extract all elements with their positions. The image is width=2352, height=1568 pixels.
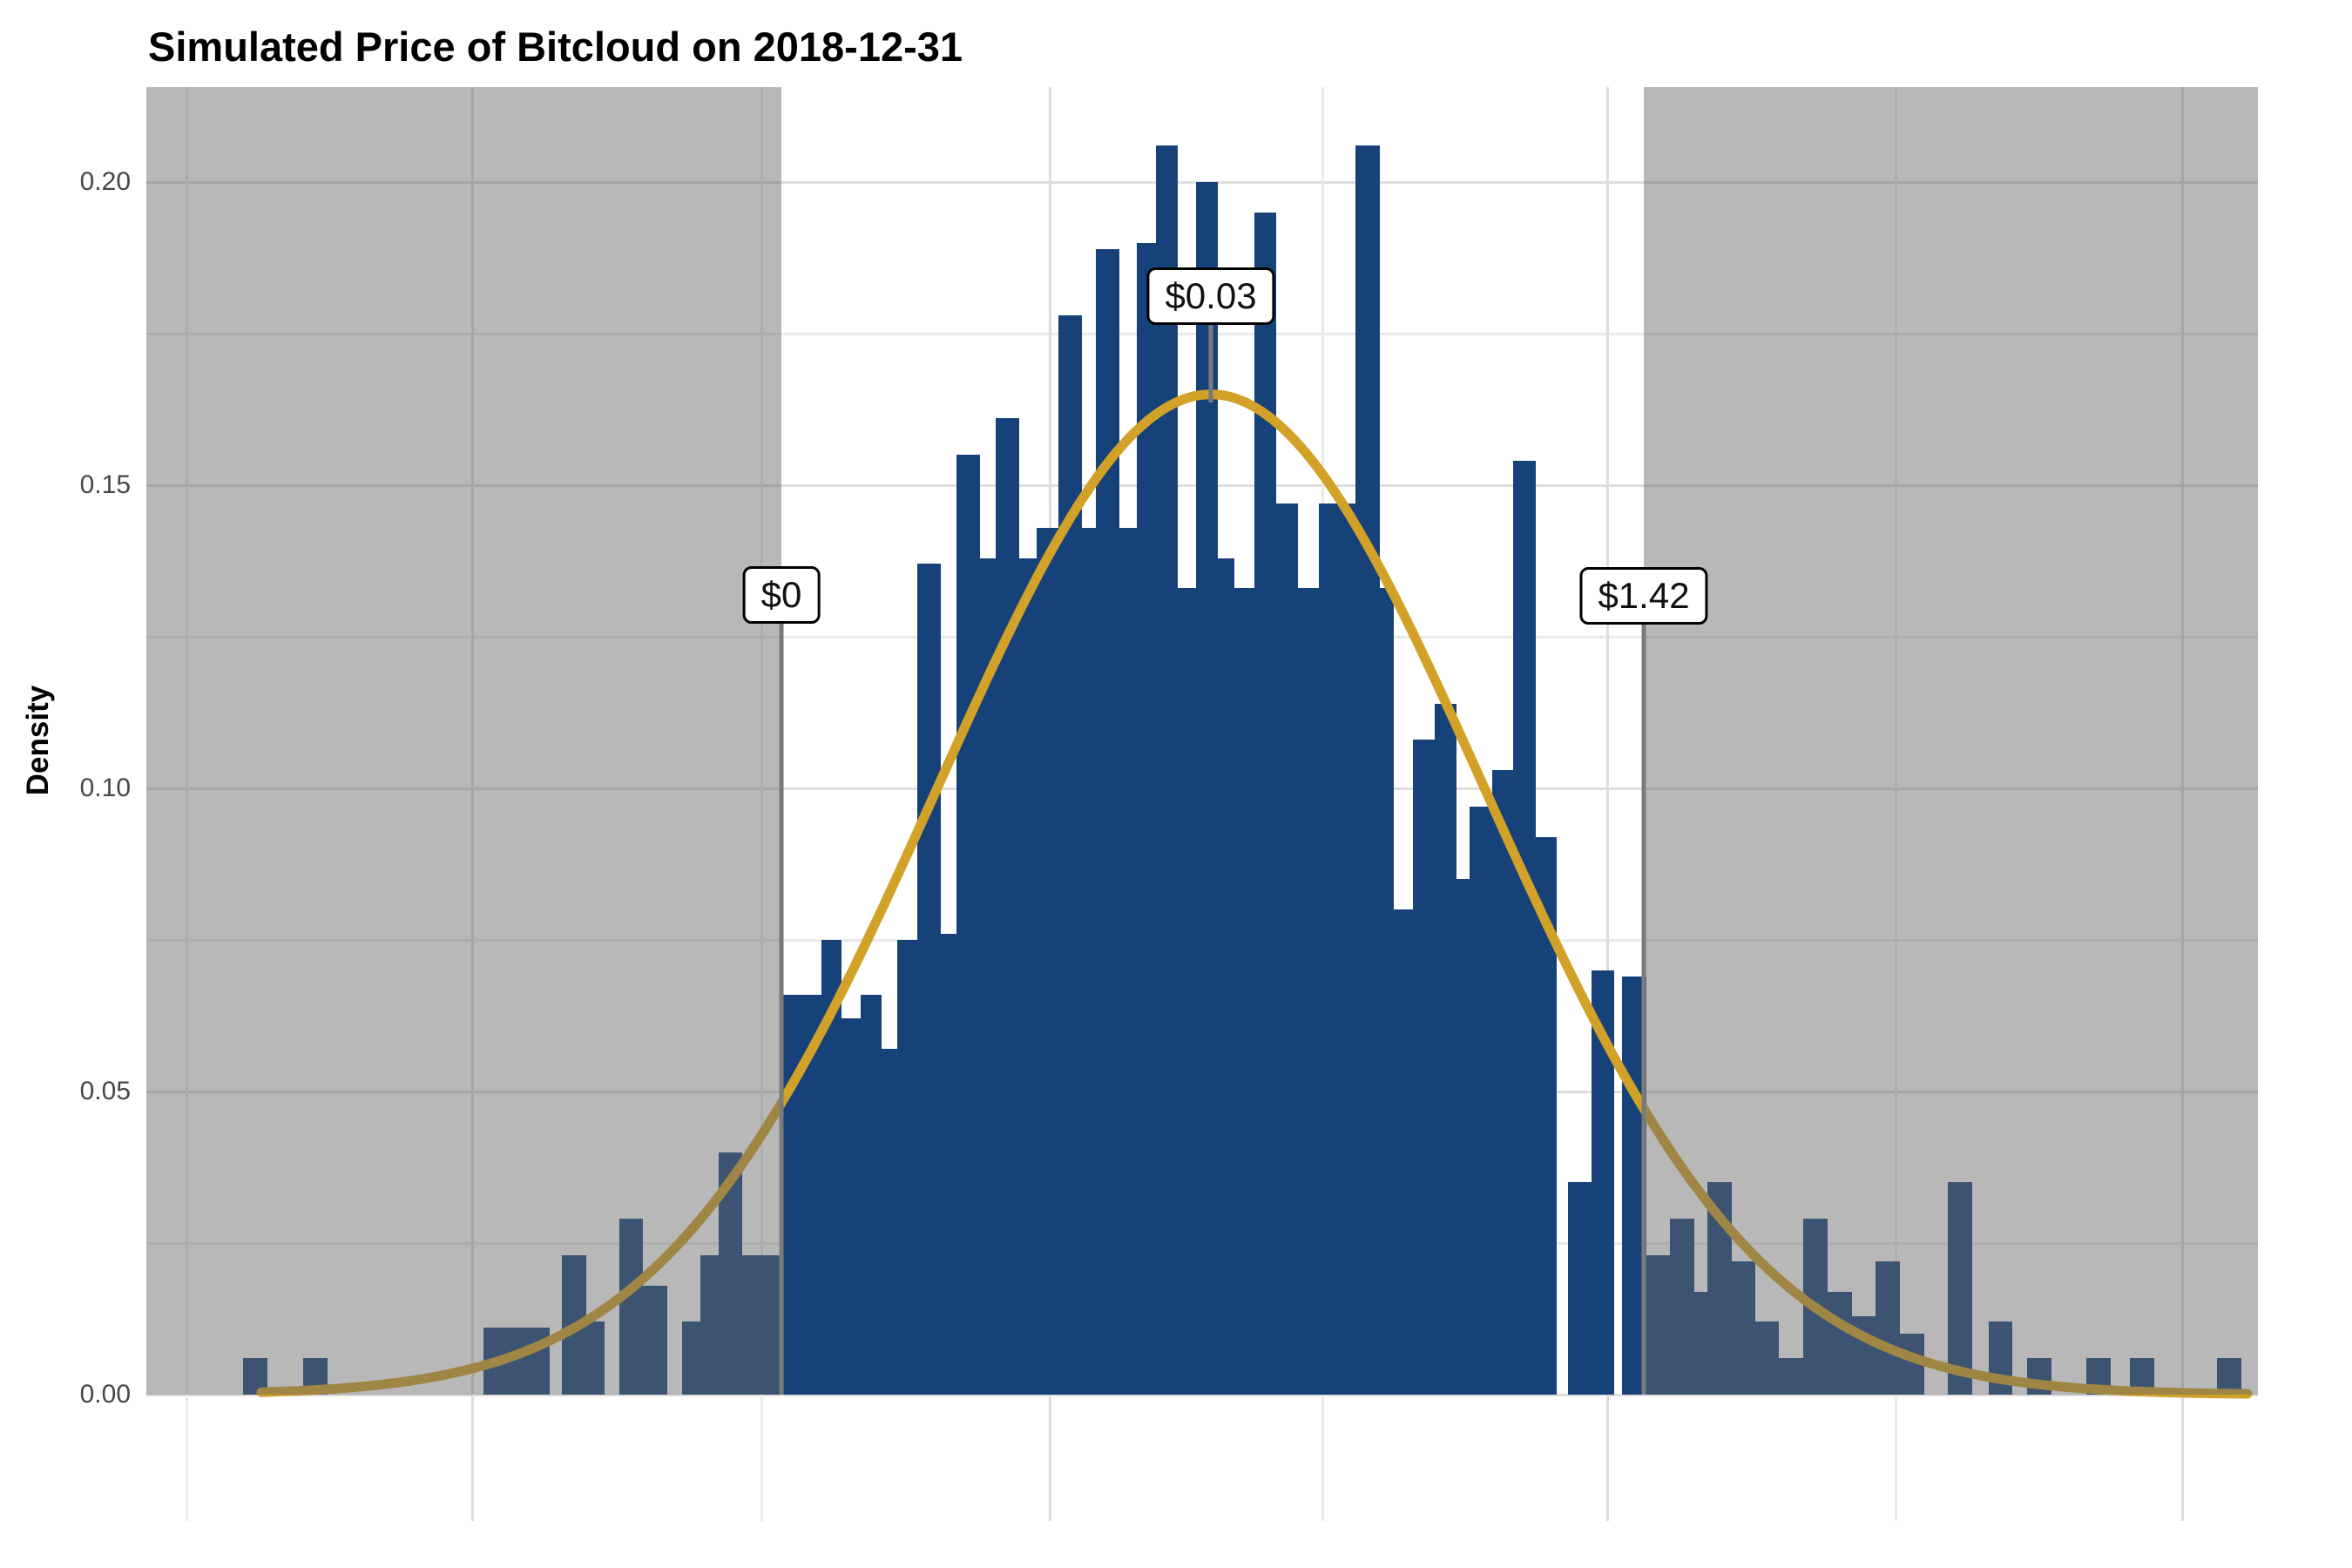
y-tick-label: 0.10	[79, 774, 131, 802]
histogram-bar	[1058, 315, 1082, 1395]
annotation-leader-line	[779, 624, 784, 1395]
y-tick-label: 0.05	[79, 1077, 131, 1105]
histogram-bar	[1276, 503, 1298, 1395]
annotation-label: $0	[742, 566, 821, 624]
histogram-bar	[941, 934, 956, 1395]
histogram-bar	[1019, 558, 1037, 1395]
y-tick-label: 0.00	[79, 1380, 131, 1409]
histogram-bar	[1513, 461, 1536, 1395]
gridline-vertical-minor	[186, 87, 188, 1521]
histogram-bar	[1394, 909, 1413, 1395]
histogram-bar	[1156, 145, 1178, 1395]
histogram-bar	[1470, 806, 1492, 1395]
histogram-bar	[1337, 503, 1355, 1395]
plot-panel: $0 $0.03 $1.42	[146, 87, 2258, 1521]
histogram-bar	[1568, 1182, 1592, 1395]
histogram-bar	[1413, 740, 1435, 1395]
histogram-bar	[1355, 145, 1380, 1395]
histogram-bar	[980, 558, 996, 1395]
histogram-bar	[1492, 770, 1513, 1395]
annotation-leader-line	[1208, 324, 1213, 402]
shaded-out-of-range-band	[1644, 87, 2258, 1395]
histogram-bar	[781, 994, 806, 1395]
histogram-bar	[806, 994, 821, 1395]
annotation-label: $1.42	[1579, 567, 1708, 625]
histogram-bar	[1380, 588, 1394, 1395]
histogram-bar	[1096, 248, 1119, 1395]
annotation-label: $0.03	[1146, 267, 1275, 325]
histogram-bar	[821, 940, 841, 1395]
chart-title: Simulated Price of Bitcloud on 2018-12-3…	[148, 24, 963, 70]
histogram-bar	[1435, 703, 1456, 1395]
histogram-bar	[1137, 242, 1156, 1395]
histogram-bar	[1298, 588, 1319, 1395]
histogram-bar	[1254, 212, 1276, 1395]
y-tick-label: 0.15	[79, 470, 131, 499]
histogram-bar	[841, 1018, 861, 1395]
histogram-bar	[1536, 836, 1557, 1395]
histogram-bar	[1178, 588, 1196, 1395]
histogram-bar	[1592, 970, 1614, 1395]
y-tick-label: 0.20	[79, 167, 131, 196]
histogram-bar	[996, 418, 1019, 1395]
y-axis-title: Density	[21, 685, 55, 796]
histogram-bar	[1196, 182, 1218, 1395]
histogram-bar	[956, 455, 980, 1395]
histogram-bar	[897, 940, 917, 1395]
histogram-bar	[1037, 527, 1058, 1395]
histogram-bar	[917, 564, 941, 1395]
histogram-bar	[1119, 527, 1137, 1395]
shaded-out-of-range-band	[146, 87, 781, 1395]
histogram-bar	[1082, 527, 1096, 1395]
histogram-bar	[1319, 503, 1337, 1395]
histogram-bar	[1456, 879, 1470, 1395]
annotation-leader-line	[1641, 624, 1646, 1395]
histogram-bar	[882, 1049, 897, 1395]
histogram-bar	[861, 994, 882, 1395]
histogram-bar	[1218, 558, 1234, 1395]
histogram-bar	[1234, 588, 1254, 1395]
